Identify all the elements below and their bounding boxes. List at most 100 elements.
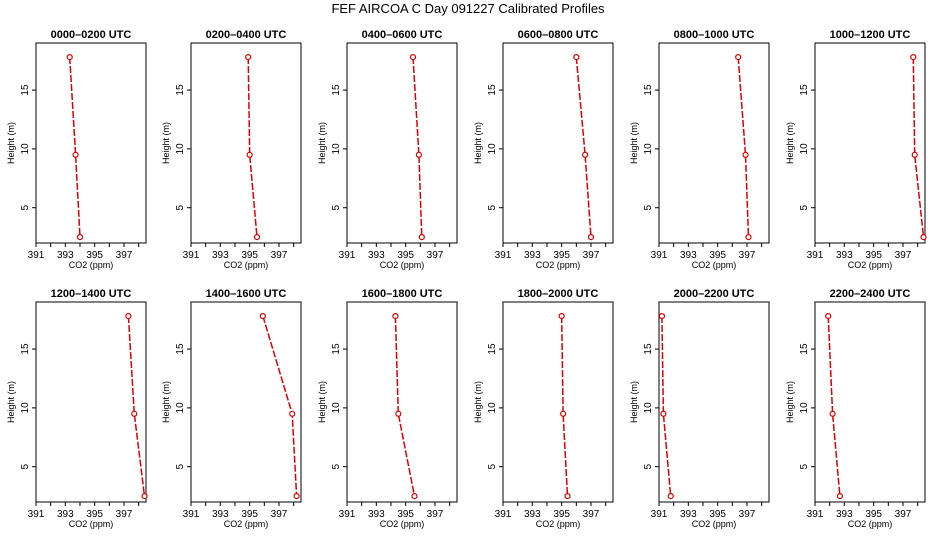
x-tick-label: 391 <box>28 250 45 261</box>
y-axis-label: Height (m) <box>6 381 16 423</box>
x-axis-label: CO2 (ppm) <box>69 519 114 529</box>
plot-frame <box>190 301 302 503</box>
panel-title: 0600–0800 UTC <box>518 29 599 41</box>
y-tick-label: 10 <box>487 402 498 414</box>
data-point <box>836 493 844 500</box>
x-tick-label: 395 <box>397 509 414 520</box>
x-tick-label: 397 <box>739 250 756 261</box>
y-axis-label: Height (m) <box>473 381 483 423</box>
x-tick-label: 397 <box>116 509 133 520</box>
y-tick-label: 15 <box>331 343 342 355</box>
x-axis-label: CO2 (ppm) <box>224 519 269 529</box>
x-axis-label: CO2 (ppm) <box>224 260 269 270</box>
y-tick-label: 10 <box>643 143 654 155</box>
data-point <box>667 493 674 500</box>
data-point <box>920 234 927 241</box>
plot-frame <box>814 301 926 503</box>
x-tick-label: 397 <box>427 509 444 520</box>
x-tick-label: 393 <box>57 250 74 261</box>
profile-line <box>394 316 416 497</box>
y-tick-label: 5 <box>175 463 186 469</box>
data-point <box>411 493 418 500</box>
data-point <box>829 410 836 417</box>
x-tick-label: 393 <box>680 509 697 520</box>
y-axis-label: Height (m) <box>473 122 483 164</box>
x-tick-label: 393 <box>836 250 853 261</box>
panel-title: 1200–1400 UTC <box>51 288 132 300</box>
x-axis-label: CO2 (ppm) <box>536 519 581 529</box>
plot-frame <box>502 301 614 503</box>
panel-11: 2200–2400 UTC 391 393 395 397 5 10 15 CO2 (ppm) H… <box>785 288 926 529</box>
plot-frame <box>814 42 926 244</box>
x-tick-label: 397 <box>739 509 756 520</box>
panel-title: 1600–1800 UTC <box>362 288 443 300</box>
data-point <box>72 151 79 158</box>
y-tick-label: 10 <box>175 143 186 155</box>
x-tick-label: 393 <box>212 509 229 520</box>
x-tick-label: 395 <box>865 509 882 520</box>
x-tick-label: 395 <box>865 250 882 261</box>
x-tick-label: 393 <box>212 250 229 261</box>
panel-0: 0000–0200 UTC 391 393 395 397 5 10 15 CO2 (ppm) H… <box>6 29 147 270</box>
x-tick-label: 397 <box>895 250 912 261</box>
data-point <box>910 54 917 61</box>
x-tick-label: 393 <box>368 250 385 261</box>
x-tick-label: 395 <box>709 250 726 261</box>
y-tick-label: 5 <box>175 204 186 210</box>
x-axis-label: CO2 (ppm) <box>692 260 737 270</box>
x-tick-label: 393 <box>524 509 541 520</box>
data-point <box>253 234 261 241</box>
x-tick-label: 395 <box>86 509 103 520</box>
x-tick-label: 391 <box>651 250 668 261</box>
panel-title: 0800–1000 UTC <box>674 29 755 41</box>
y-tick-label: 15 <box>643 84 654 96</box>
x-tick-label: 391 <box>807 250 824 261</box>
plot-frame <box>658 301 770 503</box>
profile-line <box>560 316 569 497</box>
y-axis-label: Height (m) <box>161 381 171 423</box>
data-point <box>558 313 565 320</box>
x-tick-label: 391 <box>495 509 512 520</box>
panel-title: 1000–1200 UTC <box>830 29 911 41</box>
data-point <box>587 234 595 241</box>
y-axis-label: Height (m) <box>317 381 327 423</box>
y-axis-label: Height (m) <box>317 122 327 164</box>
x-tick-label: 397 <box>271 509 288 520</box>
panel-title: 1800–2000 UTC <box>518 288 599 300</box>
panel-5: 1000–1200 UTC 391 393 395 397 5 10 15 CO2 (ppm) H… <box>785 29 927 270</box>
panel-4: 0800–1000 UTC 391 393 395 397 5 10 15 CO2 (ppm) H… <box>629 29 770 270</box>
x-tick-label: 395 <box>709 509 726 520</box>
x-axis-label: CO2 (ppm) <box>380 519 425 529</box>
panel-6: 1200–1400 UTC 391 393 395 397 5 10 15 CO2 (ppm) H… <box>6 288 148 529</box>
plot-frame <box>346 42 458 244</box>
data-point <box>289 410 296 417</box>
y-axis-label: Height (m) <box>629 122 639 164</box>
data-point <box>259 313 266 320</box>
x-tick-label: 395 <box>397 250 414 261</box>
y-tick-label: 5 <box>487 463 498 469</box>
panel-7: 1400–1600 UTC 391 393 395 397 5 10 15 CO2 (ppm) H… <box>161 288 302 529</box>
y-axis-label: Height (m) <box>785 381 795 423</box>
data-point <box>245 54 252 61</box>
y-tick-label: 15 <box>643 343 654 355</box>
data-point <box>76 234 84 241</box>
y-tick-label: 15 <box>799 343 810 355</box>
panel-3: 0600–0800 UTC 391 393 395 397 5 10 15 CO2 (ppm) H… <box>473 29 614 270</box>
panel-title: 1400–1600 UTC <box>206 288 287 300</box>
profile-line <box>262 315 298 497</box>
panel-1: 0200–0400 UTC 391 393 395 397 5 10 15 CO2 (ppm) H… <box>161 29 302 270</box>
panel-2: 0400–0600 UTC 391 393 395 397 5 10 15 CO2 (ppm) H… <box>317 29 458 270</box>
data-point <box>660 410 667 417</box>
x-tick-label: 397 <box>583 250 600 261</box>
panel-title: 2000–2200 UTC <box>674 288 755 300</box>
y-axis-label: Height (m) <box>161 122 171 164</box>
x-tick-label: 397 <box>271 250 288 261</box>
x-axis-label: CO2 (ppm) <box>848 260 893 270</box>
profile-line <box>412 57 423 238</box>
panel-title: 2200–2400 UTC <box>830 288 911 300</box>
data-point <box>246 151 253 158</box>
x-tick-label: 393 <box>836 509 853 520</box>
y-tick-label: 5 <box>331 463 342 469</box>
x-tick-label: 397 <box>895 509 912 520</box>
